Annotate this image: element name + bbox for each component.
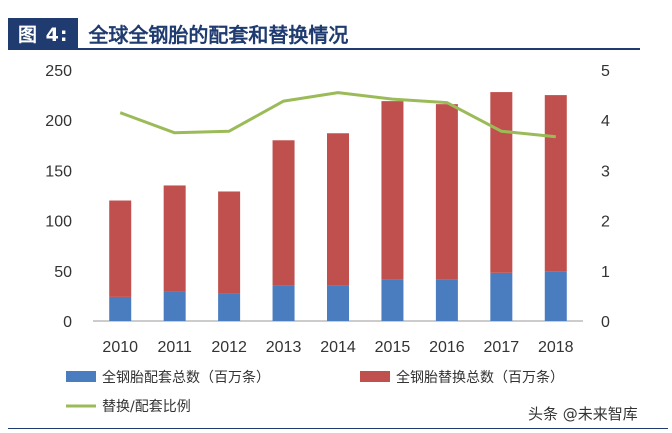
bars xyxy=(109,92,567,321)
legend-label-replacement: 全钢胎替换总数（百万条） xyxy=(396,369,564,386)
oe-bar xyxy=(327,285,349,321)
x-tick-label: 2017 xyxy=(484,339,520,356)
replacement-bar xyxy=(435,104,458,280)
header-divider xyxy=(8,48,640,50)
x-axis: 2010 2011 2012 2013 2014 2015 2016 2017 2018 xyxy=(102,339,573,356)
watermark: 头条 @未来智库 xyxy=(528,405,638,423)
x-tick-label: 2016 xyxy=(429,339,465,356)
right-tick-label: 0 xyxy=(601,314,610,331)
legend-label-ratio: 替换/配套比例 xyxy=(102,398,191,415)
oe-bar xyxy=(218,293,241,321)
left-tick-label: 200 xyxy=(45,113,72,130)
x-tick-label: 2014 xyxy=(320,339,356,356)
right-tick-label: 1 xyxy=(601,264,610,281)
left-axis: 0 50 100 150 200 250 xyxy=(45,63,72,331)
replacement-bar xyxy=(218,191,241,294)
legend: 全钢胎配套总数（百万条） 全钢胎替换总数（百万条） 替换/配套比例 xyxy=(66,369,564,415)
oe-bar xyxy=(272,285,295,321)
right-axis: 0 1 2 3 4 5 xyxy=(601,63,610,331)
oe-bar xyxy=(163,291,186,321)
oe-bar xyxy=(490,272,513,321)
replacement-bar xyxy=(544,95,567,272)
x-tick-label: 2018 xyxy=(538,339,574,356)
right-tick-label: 5 xyxy=(601,63,610,80)
left-tick-label: 0 xyxy=(63,314,72,331)
replacement-bar xyxy=(327,133,349,286)
figure-title: 全球全钢胎的配套和替换情况 xyxy=(88,22,349,47)
right-tick-label: 3 xyxy=(601,163,610,180)
replacement-bar xyxy=(109,200,132,297)
legend-swatch-replacement xyxy=(360,371,390,382)
oe-bar xyxy=(544,271,567,321)
x-tick-label: 2011 xyxy=(157,339,192,356)
ratio-line-group xyxy=(119,91,556,139)
right-tick-label: 2 xyxy=(601,214,610,231)
oe-bar xyxy=(381,279,404,321)
x-tick-label: 2013 xyxy=(266,339,302,356)
oe-bar xyxy=(435,279,458,321)
ratio-line xyxy=(119,91,556,139)
bottom-divider xyxy=(8,428,668,429)
left-tick-label: 100 xyxy=(45,214,72,231)
replacement-bar xyxy=(163,185,186,292)
left-tick-label: 50 xyxy=(54,264,72,281)
right-tick-label: 4 xyxy=(601,113,610,130)
figure-label: 图 4: xyxy=(8,18,79,48)
left-tick-label: 250 xyxy=(45,63,72,80)
oe-bar xyxy=(109,296,132,321)
x-tick-label: 2015 xyxy=(375,339,411,356)
legend-label-oe: 全钢胎配套总数（百万条） xyxy=(102,369,270,386)
replacement-bar xyxy=(490,92,513,273)
legend-swatch-oe xyxy=(66,371,96,382)
x-tick-label: 2010 xyxy=(102,339,138,356)
replacement-bar xyxy=(381,101,404,280)
figure-header: 图 4: 全球全钢胎的配套和替换情况 xyxy=(8,18,348,48)
replacement-bar xyxy=(272,140,295,286)
left-tick-label: 150 xyxy=(45,163,72,180)
x-tick-label: 2012 xyxy=(211,339,247,356)
